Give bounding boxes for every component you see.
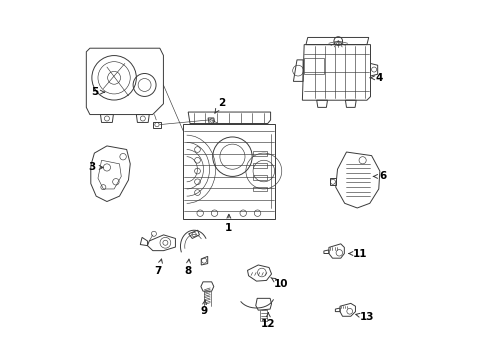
Text: 8: 8 <box>184 259 191 276</box>
Text: 7: 7 <box>154 259 162 276</box>
Text: 1: 1 <box>225 214 232 233</box>
Text: 6: 6 <box>373 171 387 181</box>
Text: 3: 3 <box>88 162 103 172</box>
Text: 9: 9 <box>200 300 207 316</box>
Text: 13: 13 <box>356 312 374 322</box>
Bar <box>304 58 324 74</box>
Bar <box>253 187 268 192</box>
Text: 11: 11 <box>349 248 367 258</box>
Bar <box>253 163 268 167</box>
Text: 4: 4 <box>370 73 383 83</box>
Text: 12: 12 <box>261 313 275 329</box>
Text: 10: 10 <box>271 278 288 289</box>
Bar <box>253 175 268 180</box>
Text: 2: 2 <box>215 98 225 113</box>
Bar <box>253 151 268 156</box>
Text: 5: 5 <box>92 87 104 97</box>
